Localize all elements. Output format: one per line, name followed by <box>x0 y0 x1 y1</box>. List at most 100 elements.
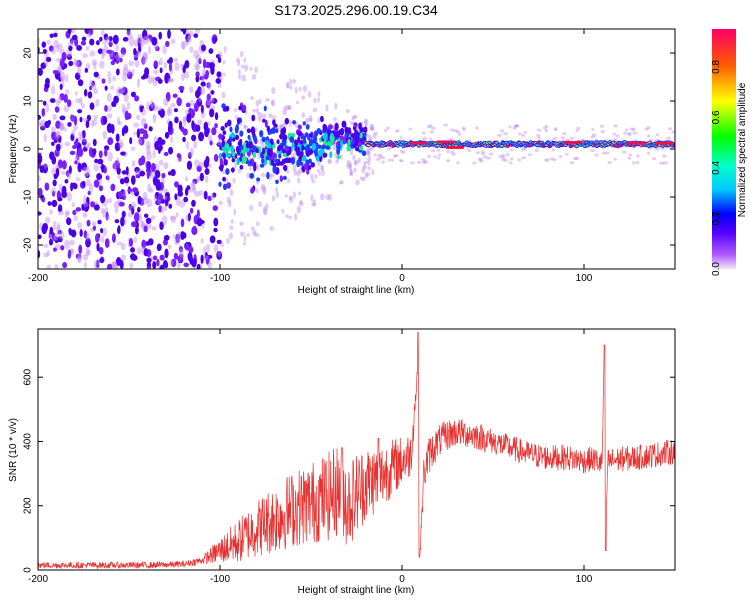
heatmap-cell <box>119 57 123 63</box>
heatmap-cell <box>163 195 168 200</box>
heatmap-cell <box>130 91 136 98</box>
heatmap-cell <box>66 54 73 61</box>
heatmap-cell <box>57 95 62 104</box>
heatmap-cell <box>258 98 262 105</box>
heatmap-cell <box>92 148 97 156</box>
heatmap-cell <box>363 165 368 170</box>
snr-series-line <box>38 331 675 570</box>
heatmap-cell <box>185 243 190 251</box>
heatmap-cell <box>288 196 294 204</box>
heatmap-cell <box>187 152 193 157</box>
heatmap-cell <box>168 171 172 176</box>
heatmap-cell <box>314 174 318 179</box>
heatmap-cell <box>332 117 337 122</box>
heatmap-cell <box>119 178 125 185</box>
heatmap-cells <box>38 29 675 269</box>
heatmap-cell <box>287 105 292 110</box>
heatmap-cell <box>282 134 288 141</box>
heatmap-cell <box>261 113 267 119</box>
heatmap-cell <box>177 184 183 194</box>
figure-title: S173.2025.296.00.19.C34 <box>274 2 438 18</box>
heatmap-cell <box>187 34 191 42</box>
heatmap-cell <box>520 147 526 151</box>
heatmap-cell <box>380 156 386 160</box>
heatmap-cell <box>422 137 427 141</box>
heatmap-cell <box>178 248 184 258</box>
heatmap-cell <box>190 182 196 187</box>
heatmap-cell <box>89 50 96 57</box>
heatmap-cell <box>128 60 134 67</box>
heatmap-cell <box>370 146 375 150</box>
heatmap-cell <box>223 158 228 166</box>
heatmap-cell <box>159 254 165 261</box>
heatmap-cell <box>38 234 42 240</box>
heatmap-cell <box>51 141 55 146</box>
heatmap-cell <box>537 136 541 140</box>
heatmap-cell <box>226 182 232 189</box>
heatmap-cell <box>259 130 264 138</box>
heatmap-cell <box>549 157 554 161</box>
heatmap-cell <box>110 183 116 192</box>
heatmap-cell <box>346 159 351 167</box>
heatmap-cell <box>138 136 145 146</box>
heatmap-cell <box>220 125 225 131</box>
heatmap-cell <box>347 130 352 135</box>
heatmap-cell <box>49 33 54 38</box>
heatmap-cell <box>488 141 492 144</box>
heatmap-cell <box>206 93 211 101</box>
heatmap-cell <box>222 153 226 160</box>
heatmap-cell <box>270 159 275 166</box>
heatmap-cell <box>189 86 194 94</box>
heatmap-cell <box>83 88 88 97</box>
heatmap-cell <box>174 193 178 201</box>
heatmap-cell <box>151 102 155 111</box>
heatmap-cell <box>158 110 163 116</box>
heatmap-cell <box>346 164 351 170</box>
heatmap-cell <box>51 167 56 176</box>
heatmap-x-tick-label: -100 <box>210 273 230 284</box>
heatmap-cell <box>443 123 448 127</box>
heatmap-cell <box>44 216 51 224</box>
heatmap-cell <box>215 53 221 59</box>
heatmap-cell <box>364 172 368 179</box>
heatmap-cell <box>377 153 383 157</box>
heatmap-cell <box>95 233 100 243</box>
heatmap-cell <box>142 132 149 140</box>
heatmap-cell <box>193 185 197 195</box>
heatmap-cell <box>265 97 270 102</box>
heatmap-cell <box>308 118 313 122</box>
heatmap-cell <box>216 250 223 260</box>
heatmap-cell <box>257 146 262 155</box>
heatmap-cell <box>131 205 135 215</box>
heatmap-cell <box>52 179 57 187</box>
heatmap-cell <box>154 60 158 68</box>
heatmap-cell <box>569 136 574 140</box>
heatmap-cell <box>200 81 206 87</box>
heatmap-cell <box>122 72 128 82</box>
heatmap-cell <box>286 169 290 174</box>
heatmap-cell <box>222 183 228 191</box>
heatmap-cell <box>90 201 96 208</box>
colorbar-gradient <box>712 29 736 269</box>
heatmap-cell <box>312 199 317 207</box>
heatmap-cell <box>284 193 288 198</box>
heatmap-cell <box>264 140 269 145</box>
heatmap-cell <box>461 126 466 130</box>
heatmap-cell <box>82 53 88 59</box>
heatmap-cell <box>218 133 223 140</box>
heatmap-cell <box>184 176 189 182</box>
heatmap-cell <box>448 137 454 141</box>
heatmap-cell <box>255 148 259 154</box>
heatmap-cell <box>73 215 78 221</box>
heatmap-cell <box>115 133 120 142</box>
heatmap-cell <box>290 157 296 165</box>
heatmap-cell <box>147 161 151 172</box>
heatmap-cell <box>196 217 203 227</box>
heatmap-cell <box>51 131 57 141</box>
heatmap-cell <box>301 112 306 119</box>
heatmap-cell <box>328 141 333 147</box>
heatmap-cell <box>121 170 127 175</box>
heatmap-cell <box>121 103 126 114</box>
heatmap-cell <box>154 170 161 179</box>
heatmap-cell <box>451 140 456 144</box>
